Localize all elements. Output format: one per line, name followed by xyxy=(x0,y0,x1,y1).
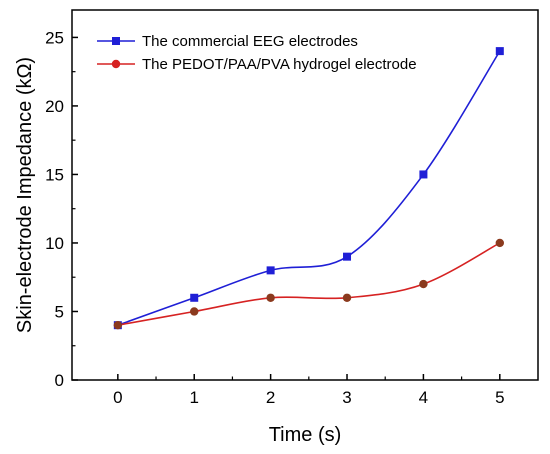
x-tick-label: 2 xyxy=(266,388,275,407)
y-tick-label: 0 xyxy=(55,371,64,390)
x-tick-label: 3 xyxy=(342,388,351,407)
data-point-square xyxy=(419,170,428,179)
legend-item-hydrogel: The PEDOT/PAA/PVA hydrogel electrode xyxy=(97,56,417,73)
legend-label-commercial: The commercial EEG electrodes xyxy=(142,33,358,50)
x-axis-title: Time (s) xyxy=(269,424,342,446)
y-tick-label: 20 xyxy=(45,97,64,116)
data-point-circle xyxy=(113,320,123,330)
data-point-square xyxy=(266,266,275,275)
legend-item-commercial: The commercial EEG electrodes xyxy=(97,33,358,50)
plot-frame xyxy=(71,9,539,381)
legend: The commercial EEG electrodes The PEDOT/… xyxy=(97,33,417,73)
series-line-1 xyxy=(117,242,501,326)
y-axis-title: Skin-electrode Impedance (kΩ) xyxy=(14,57,36,333)
x-tick-label: 0 xyxy=(113,388,122,407)
y-tick-label: 15 xyxy=(45,165,64,184)
series-layer xyxy=(113,47,505,330)
data-point-circle xyxy=(495,238,505,248)
x-tick-label: 1 xyxy=(189,388,198,407)
data-point-circle xyxy=(266,293,275,302)
data-point-square xyxy=(495,47,504,56)
data-point-square xyxy=(343,252,352,261)
y-tick-label: 5 xyxy=(55,302,64,321)
data-point-circle xyxy=(342,293,352,302)
data-point-circle xyxy=(419,279,428,289)
y-tick-label: 10 xyxy=(45,234,64,253)
x-tick-label: 5 xyxy=(495,388,504,407)
series-line-0 xyxy=(117,50,501,326)
data-point-circle xyxy=(190,307,199,316)
y-tick-label: 25 xyxy=(45,28,64,47)
legend-label-hydrogel: The PEDOT/PAA/PVA hydrogel electrode xyxy=(142,56,417,73)
x-tick-label: 4 xyxy=(419,388,428,407)
data-point-square xyxy=(190,293,199,302)
legend-marker-hydrogel xyxy=(111,59,121,69)
axis-ticks: 0 1 2 3 4 5 0 5 10 15 20 25 xyxy=(45,28,504,407)
legend-marker-commercial xyxy=(112,37,120,45)
